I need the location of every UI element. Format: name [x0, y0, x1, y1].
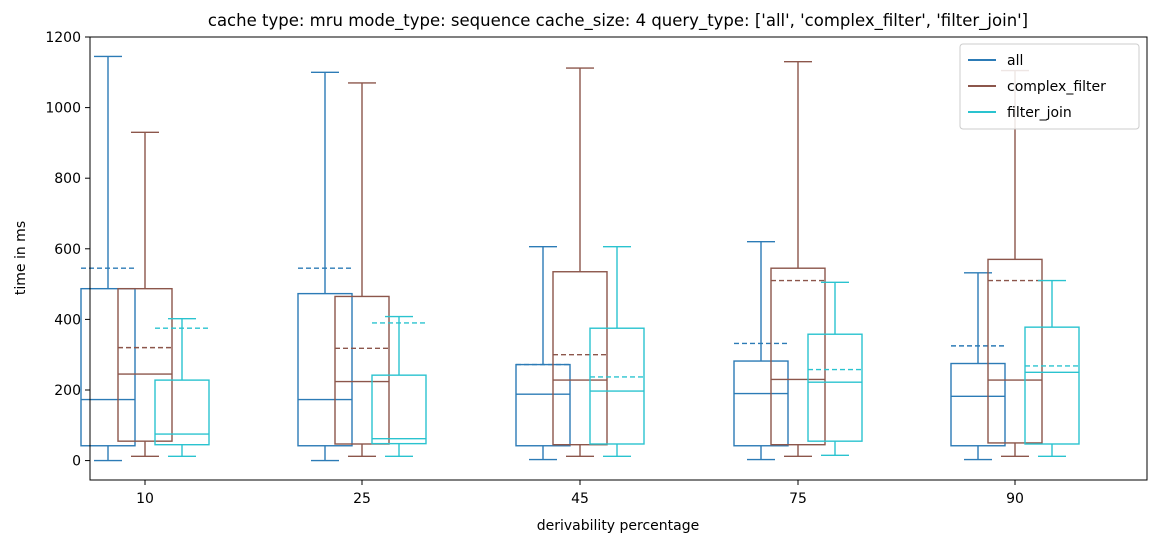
series-complex_filter [117, 61, 1043, 458]
x-tick-label: 25 [353, 491, 371, 507]
box-iqr [334, 295, 390, 445]
y-axis-label: time in ms [13, 221, 29, 295]
y-tick-label: 400 [54, 312, 81, 328]
box-iqr [1024, 326, 1080, 445]
y-tick-label: 0 [72, 454, 81, 470]
legend-frame [959, 43, 1140, 130]
box-iqr [297, 292, 353, 447]
plot-frame [89, 36, 1148, 481]
box-iqr [80, 287, 136, 447]
x-tick-label: 75 [789, 491, 807, 507]
legend-label-all: all [1007, 53, 1023, 69]
box-iqr [371, 374, 427, 445]
box-iqr [807, 333, 863, 442]
box-iqr [770, 267, 826, 446]
legend: all complex_filter filter_join [959, 43, 1140, 130]
y-tick-label: 1200 [45, 30, 81, 46]
box-iqr [589, 327, 645, 445]
y-tick-label: 600 [54, 242, 81, 258]
plot-area [80, 55, 1080, 462]
series-filter_join [154, 245, 1080, 458]
box-iqr [733, 360, 789, 447]
legend-label-complex_filter: complex_filter [1007, 79, 1106, 95]
box-iqr [117, 287, 173, 442]
x-axis-label: derivability percentage [537, 518, 700, 534]
y-tick-label: 200 [54, 383, 81, 399]
y-tick-label: 1000 [45, 101, 81, 117]
x-tick-label: 90 [1006, 491, 1024, 507]
series-all [80, 55, 1006, 462]
box-iqr [950, 362, 1006, 447]
y-tick-label: 800 [54, 171, 81, 187]
y-axis: 0 200 400 600 800 1000 1200 [45, 30, 90, 470]
legend-label-filter_join: filter_join [1007, 105, 1072, 121]
box-iqr [515, 363, 571, 447]
x-tick-label: 10 [136, 491, 154, 507]
box-iqr [552, 271, 608, 446]
box-iqr [987, 258, 1043, 444]
chart-title: cache type: mru mode_type: sequence cach… [208, 11, 1028, 31]
x-axis: 10 25 45 75 90 [136, 480, 1024, 507]
box-iqr [154, 379, 210, 446]
x-tick-label: 45 [571, 491, 589, 507]
